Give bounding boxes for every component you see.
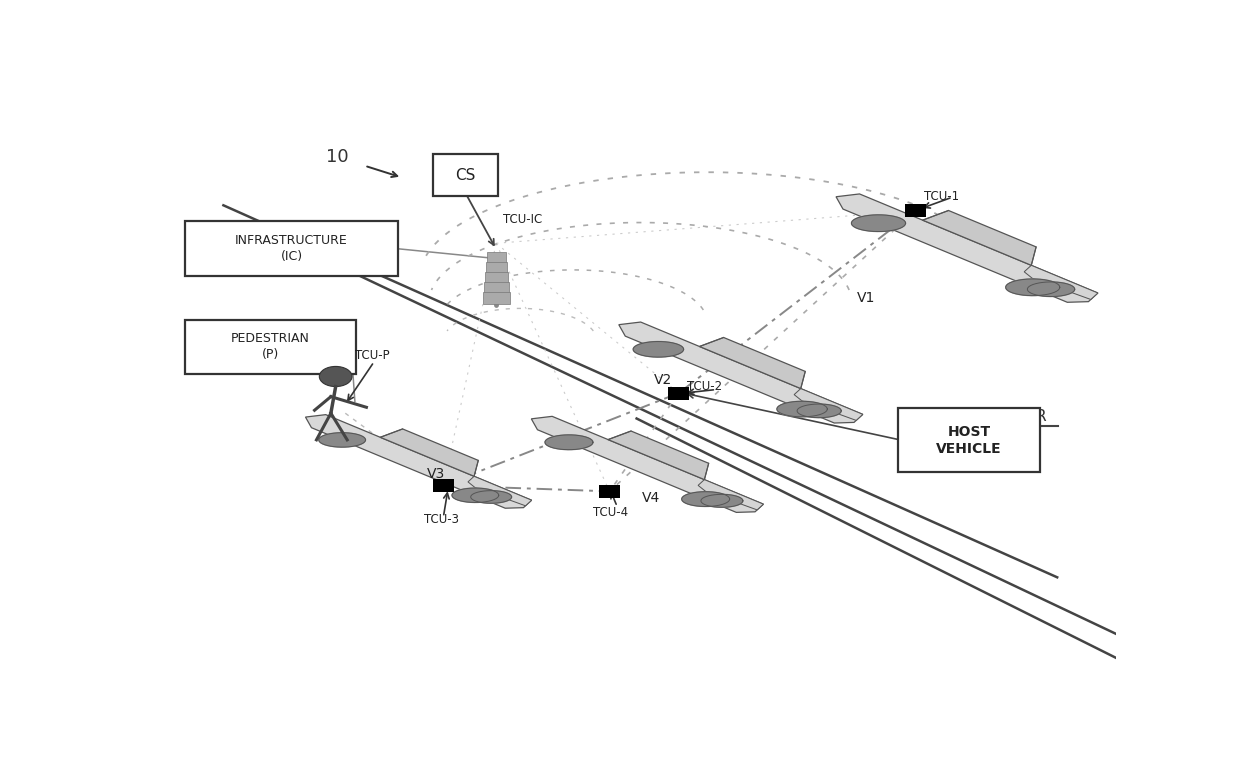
Polygon shape bbox=[531, 416, 764, 512]
Text: R: R bbox=[1035, 409, 1045, 424]
Polygon shape bbox=[471, 491, 512, 503]
Text: V2: V2 bbox=[653, 373, 672, 387]
Polygon shape bbox=[852, 215, 905, 231]
Text: INFRASTRUCTURE
(IC): INFRASTRUCTURE (IC) bbox=[236, 234, 348, 263]
Text: 10: 10 bbox=[326, 148, 348, 165]
Polygon shape bbox=[1024, 265, 1097, 299]
Text: CS: CS bbox=[455, 168, 476, 183]
Text: TCU-3: TCU-3 bbox=[424, 514, 459, 526]
FancyBboxPatch shape bbox=[185, 221, 398, 276]
Polygon shape bbox=[619, 322, 863, 423]
FancyBboxPatch shape bbox=[486, 252, 506, 264]
Polygon shape bbox=[467, 476, 532, 506]
Text: TCU-P: TCU-P bbox=[355, 348, 389, 361]
Text: V4: V4 bbox=[642, 491, 661, 505]
Text: TCU-IC: TCU-IC bbox=[503, 212, 542, 225]
Polygon shape bbox=[682, 491, 729, 507]
Polygon shape bbox=[453, 488, 498, 502]
FancyBboxPatch shape bbox=[905, 205, 926, 217]
FancyBboxPatch shape bbox=[668, 387, 689, 400]
Text: TCU-1: TCU-1 bbox=[924, 190, 959, 203]
Polygon shape bbox=[794, 388, 863, 421]
Text: TCU-4: TCU-4 bbox=[593, 506, 629, 518]
FancyBboxPatch shape bbox=[898, 408, 1040, 472]
FancyBboxPatch shape bbox=[482, 292, 510, 305]
FancyBboxPatch shape bbox=[485, 272, 507, 284]
FancyBboxPatch shape bbox=[599, 485, 620, 498]
Polygon shape bbox=[381, 429, 479, 476]
Text: V3: V3 bbox=[427, 468, 445, 481]
FancyBboxPatch shape bbox=[433, 155, 498, 196]
Polygon shape bbox=[699, 338, 805, 388]
FancyBboxPatch shape bbox=[185, 320, 356, 374]
Polygon shape bbox=[608, 431, 709, 480]
FancyBboxPatch shape bbox=[484, 282, 508, 295]
Polygon shape bbox=[797, 404, 841, 418]
Text: V1: V1 bbox=[857, 291, 875, 305]
Polygon shape bbox=[319, 433, 366, 447]
FancyBboxPatch shape bbox=[486, 262, 507, 274]
Text: HOST
VEHICLE: HOST VEHICLE bbox=[936, 424, 1002, 456]
FancyBboxPatch shape bbox=[433, 479, 454, 492]
Polygon shape bbox=[305, 414, 532, 508]
Polygon shape bbox=[701, 494, 743, 508]
Polygon shape bbox=[1006, 279, 1060, 295]
Polygon shape bbox=[698, 480, 764, 510]
Polygon shape bbox=[923, 211, 1037, 265]
Polygon shape bbox=[546, 435, 593, 450]
Text: TCU-2: TCU-2 bbox=[687, 380, 723, 392]
Polygon shape bbox=[777, 401, 827, 417]
Polygon shape bbox=[1028, 282, 1075, 297]
Polygon shape bbox=[836, 194, 1097, 302]
Text: PEDESTRIAN
(P): PEDESTRIAN (P) bbox=[231, 332, 310, 361]
Polygon shape bbox=[634, 341, 683, 357]
Circle shape bbox=[320, 367, 352, 387]
